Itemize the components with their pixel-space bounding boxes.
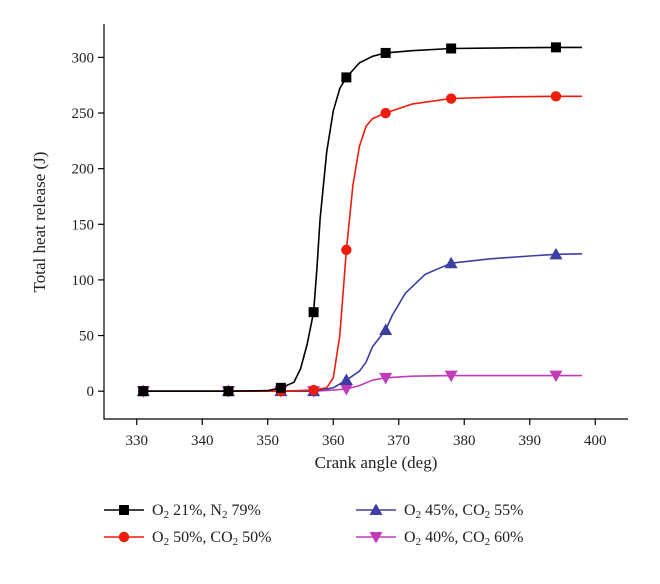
- y-tick-label: 50: [79, 329, 94, 345]
- legend-label: O2 21%, N2 79%: [152, 502, 261, 521]
- data-point: [549, 370, 563, 383]
- legend-item: O2 40%, CO2 60%: [356, 529, 523, 548]
- x-tick-label: 370: [388, 433, 411, 449]
- legend-marker: [119, 505, 129, 515]
- data-point: [339, 373, 353, 386]
- data-point: [550, 91, 562, 102]
- data-point: [549, 247, 563, 260]
- data-point: [379, 372, 393, 385]
- series-line: [143, 46, 583, 393]
- data-point: [223, 386, 234, 397]
- data-point: [446, 43, 457, 54]
- data-point: [445, 93, 457, 104]
- data-point: [341, 72, 352, 83]
- y-tick-label: 100: [72, 273, 95, 289]
- legend-label: O2 40%, CO2 60%: [404, 529, 523, 548]
- series-4: [136, 370, 583, 398]
- data-point: [379, 323, 393, 335]
- y-axis-label: Total heat release (J): [30, 152, 49, 293]
- y-tick-label: 0: [87, 384, 95, 400]
- data-point: [275, 382, 286, 393]
- data-point: [380, 47, 391, 58]
- x-tick-label: 340: [191, 433, 214, 449]
- x-tick-label: 380: [453, 433, 476, 449]
- legend-item: O2 50%, CO2 50%: [104, 529, 271, 548]
- data-point: [308, 384, 319, 396]
- series-line: [143, 253, 583, 393]
- x-axis-label: Crank angle (deg): [315, 453, 438, 472]
- legend-item: O2 45%, CO2 55%: [356, 502, 523, 521]
- series-line: [143, 374, 583, 393]
- y-tick-label: 200: [72, 162, 95, 178]
- x-tick-label: 360: [322, 433, 345, 449]
- data-point: [341, 244, 352, 256]
- x-tick-label: 400: [584, 433, 607, 449]
- legend: O2 21%, N2 79% O2 50%, CO2 50% O2 45%, CO2…: [104, 502, 523, 548]
- y-tick-label: 300: [72, 50, 95, 66]
- data-point: [444, 256, 458, 269]
- x-tick-label: 390: [519, 433, 542, 449]
- series-2: [138, 91, 583, 397]
- legend-label: O2 45%, CO2 55%: [404, 502, 523, 521]
- series-3: [136, 247, 583, 397]
- data-point: [138, 386, 149, 397]
- legend-item: O2 21%, N2 79%: [104, 502, 261, 521]
- data-point: [380, 107, 391, 119]
- data-point: [550, 42, 561, 53]
- series-layer: [136, 42, 583, 398]
- data-point: [444, 370, 458, 383]
- legend-marker: [369, 503, 383, 515]
- x-tick-label: 330: [126, 433, 149, 449]
- series-line: [143, 95, 583, 393]
- y-tick-label: 150: [72, 217, 95, 233]
- series-1: [138, 42, 583, 397]
- legend-marker: [118, 531, 130, 543]
- legend-label: O2 50%, CO2 50%: [152, 529, 271, 548]
- axis-frame: [103, 24, 628, 420]
- data-point: [339, 383, 353, 396]
- x-tick-label: 350: [257, 433, 280, 449]
- axes: 330 340 350 360 370 380 390 400 0 50 100 150 200 250 3…: [72, 24, 628, 449]
- legend-marker: [369, 532, 383, 544]
- data-point: [308, 307, 319, 318]
- y-tick-label: 250: [72, 106, 95, 122]
